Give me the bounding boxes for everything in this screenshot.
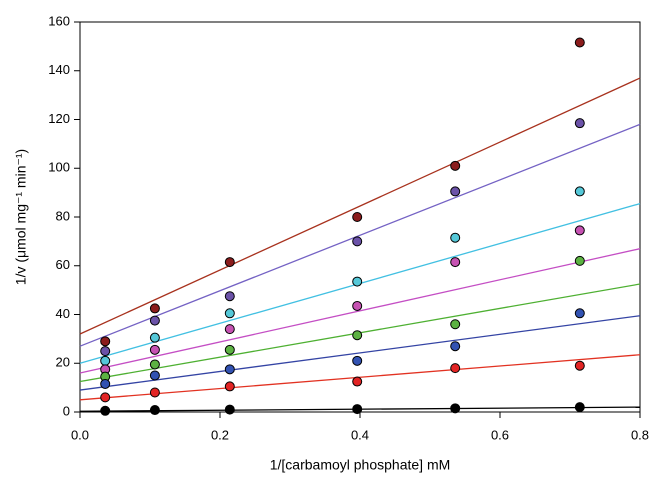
data-point (149, 405, 160, 416)
y-tick-label: 80 (56, 208, 70, 223)
fit-line (79, 123, 641, 347)
data-point (450, 186, 461, 197)
data-point (149, 303, 160, 314)
data-point (149, 359, 160, 370)
data-point (224, 257, 235, 268)
fit-line (79, 77, 641, 335)
y-tick-label: 60 (56, 257, 70, 272)
data-point (450, 341, 461, 352)
data-point (352, 404, 363, 415)
data-point (224, 344, 235, 355)
data-point (149, 332, 160, 343)
data-point (100, 405, 111, 416)
data-point (574, 360, 585, 371)
y-tick-label: 100 (48, 160, 70, 175)
x-tick-label: 0.2 (211, 427, 229, 442)
x-tick-label: 0.8 (631, 427, 649, 442)
y-tick-label: 140 (48, 62, 70, 77)
data-point (224, 291, 235, 302)
data-point (352, 212, 363, 222)
y-tick-label: 0 (63, 403, 70, 418)
data-point (352, 355, 363, 366)
data-point (574, 255, 585, 266)
data-point (352, 236, 363, 247)
data-point (574, 308, 585, 319)
data-point (149, 315, 160, 326)
data-point (574, 402, 585, 413)
data-point (100, 336, 111, 347)
data-point (574, 225, 585, 236)
data-point (574, 118, 585, 129)
fit-line (79, 248, 641, 374)
data-point (149, 344, 160, 355)
x-tick-label: 0.0 (71, 427, 89, 442)
data-point (149, 387, 160, 398)
data-point (352, 376, 363, 387)
x-axis-label: 1/[carbamoyl phosphate] mM (270, 457, 451, 473)
y-axis-label: 1/v (μmol mg⁻¹ min⁻¹) (13, 149, 29, 285)
y-tick-label: 20 (56, 355, 70, 370)
data-point (100, 346, 111, 357)
data-point (224, 308, 235, 319)
data-point (100, 378, 111, 389)
data-point (450, 232, 461, 243)
data-point (450, 363, 461, 374)
y-tick-label: 120 (48, 111, 70, 126)
data-point (100, 392, 111, 403)
data-point (450, 160, 461, 171)
x-tick-label: 0.4 (351, 427, 369, 442)
fit-line (79, 354, 641, 401)
y-tick-label: 160 (48, 13, 70, 28)
data-point (450, 319, 461, 330)
data-point (574, 186, 585, 197)
data-point (224, 404, 235, 415)
data-point (224, 381, 235, 392)
x-tick-label: 0.6 (491, 427, 509, 442)
data-point (352, 276, 363, 287)
data-point (450, 257, 461, 268)
data-point (574, 37, 585, 48)
data-point (100, 355, 111, 366)
y-tick-label: 40 (56, 306, 70, 321)
data-point (224, 364, 235, 375)
data-point (352, 330, 363, 341)
data-point (149, 370, 160, 381)
data-point (224, 324, 235, 335)
fit-line (79, 315, 641, 391)
data-point (352, 300, 363, 311)
data-point (450, 403, 461, 414)
